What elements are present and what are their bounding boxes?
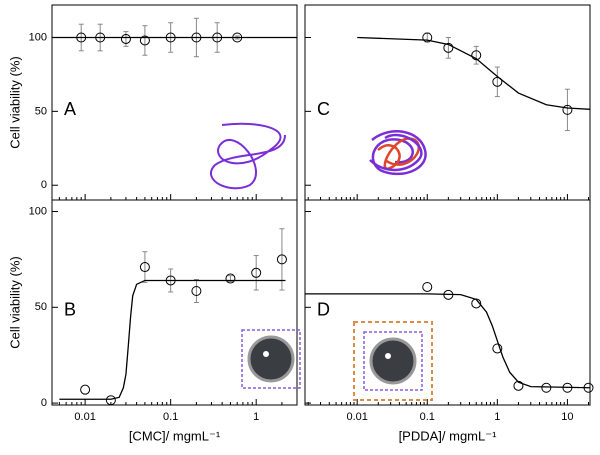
error-bar bbox=[445, 37, 451, 59]
data-point bbox=[139, 262, 150, 273]
error-bar bbox=[473, 45, 479, 65]
error-bar bbox=[142, 25, 148, 56]
error-bar bbox=[142, 251, 148, 283]
data-point bbox=[422, 281, 433, 292]
fit-line bbox=[305, 293, 591, 389]
error-bar bbox=[253, 255, 259, 291]
inset-d bbox=[353, 321, 433, 401]
x-tick-label: 0.01 bbox=[74, 411, 95, 423]
data-point bbox=[139, 35, 150, 46]
plot-frame bbox=[51, 199, 298, 406]
error-bar bbox=[564, 88, 570, 132]
error-bar bbox=[193, 279, 199, 303]
x-tick-label: 1 bbox=[494, 411, 500, 423]
data-point bbox=[225, 273, 236, 284]
panel-label: B bbox=[64, 299, 76, 319]
error-bar bbox=[494, 66, 500, 98]
y-tick-label: 100 bbox=[29, 205, 47, 217]
panel-label: C bbox=[317, 99, 330, 119]
data-point bbox=[471, 50, 482, 61]
x-tick-label: 10 bbox=[561, 411, 573, 423]
x-tick-label: 0.1 bbox=[163, 411, 178, 423]
plot-frame bbox=[304, 199, 591, 406]
panel-label: D bbox=[317, 299, 330, 319]
data-point bbox=[191, 286, 202, 297]
y-tick-label: 100 bbox=[29, 31, 47, 43]
data-point bbox=[443, 42, 454, 53]
data-point bbox=[492, 343, 503, 354]
data-point bbox=[105, 395, 116, 406]
data-point bbox=[562, 104, 573, 115]
y-axis-label: Cell viability (%) bbox=[7, 56, 22, 148]
x-axis-label: [CMC]/ mgmL⁻¹ bbox=[129, 428, 221, 443]
y-tick-label: 50 bbox=[35, 105, 47, 117]
inset-b bbox=[241, 329, 301, 389]
y-tick-label: 50 bbox=[35, 301, 47, 313]
inset-c bbox=[369, 130, 427, 176]
x-tick-label: 0.01 bbox=[346, 411, 367, 423]
x-axis-label: [PDDA]/ mgmL⁻¹ bbox=[399, 428, 498, 443]
fit-line bbox=[59, 279, 286, 400]
data-point bbox=[422, 32, 433, 43]
y-tick-label: 0 bbox=[41, 179, 47, 191]
data-point bbox=[251, 267, 262, 278]
x-tick-label: 1 bbox=[253, 411, 259, 423]
x-tick-label: 0.1 bbox=[420, 411, 435, 423]
inset-a bbox=[210, 122, 286, 190]
y-tick-label: 0 bbox=[41, 397, 47, 409]
data-point bbox=[276, 254, 287, 265]
panel-label: A bbox=[64, 99, 76, 119]
data-point bbox=[120, 33, 131, 44]
data-point bbox=[541, 382, 552, 393]
data-point bbox=[80, 384, 91, 395]
y-axis-label: Cell viability (%) bbox=[7, 256, 22, 348]
fit-line bbox=[357, 36, 591, 110]
